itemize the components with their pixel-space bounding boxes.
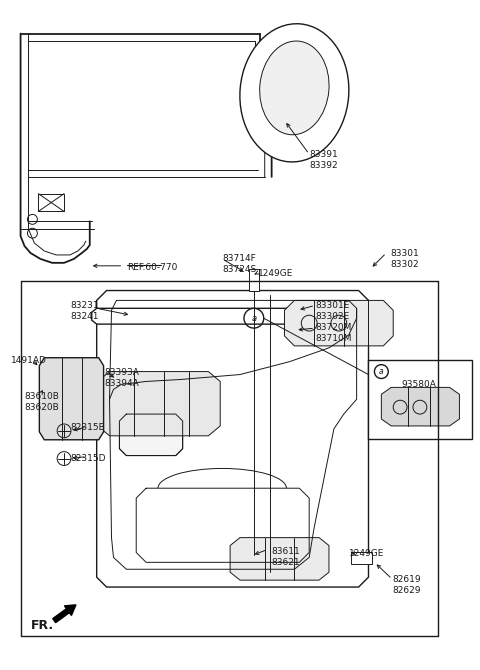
Text: 1491AD: 1491AD <box>11 356 47 364</box>
Polygon shape <box>285 300 393 346</box>
Polygon shape <box>38 194 64 212</box>
Polygon shape <box>230 537 329 580</box>
Text: 82315D: 82315D <box>70 454 106 462</box>
Ellipse shape <box>240 23 349 162</box>
Text: 93580A: 93580A <box>401 381 436 389</box>
Polygon shape <box>249 269 259 291</box>
Text: 83610B
83620B: 83610B 83620B <box>24 393 60 413</box>
Text: 83301E
83302E: 83301E 83302E <box>315 302 349 322</box>
Polygon shape <box>381 387 459 426</box>
Text: 83301
83302: 83301 83302 <box>390 249 419 269</box>
Polygon shape <box>39 358 104 440</box>
Polygon shape <box>120 414 183 456</box>
Text: 83231
83241: 83231 83241 <box>70 302 98 322</box>
Polygon shape <box>92 308 373 324</box>
Text: 83611
83621: 83611 83621 <box>272 547 300 567</box>
Ellipse shape <box>260 41 329 135</box>
Text: 1249GE: 1249GE <box>349 549 384 559</box>
Text: FR.: FR. <box>30 618 54 632</box>
Polygon shape <box>97 372 220 436</box>
Polygon shape <box>369 360 472 439</box>
Text: a: a <box>379 367 384 376</box>
Text: 1249GE: 1249GE <box>258 269 293 278</box>
Text: a: a <box>251 314 256 323</box>
Text: 82619
82629: 82619 82629 <box>392 575 421 595</box>
Text: 83720M
83710M: 83720M 83710M <box>315 323 352 343</box>
Text: REF.60-770: REF.60-770 <box>127 263 178 272</box>
Polygon shape <box>351 553 372 564</box>
Polygon shape <box>96 291 369 587</box>
Text: 82315B: 82315B <box>70 423 105 432</box>
FancyArrow shape <box>53 605 76 622</box>
Text: 83391
83392: 83391 83392 <box>309 150 338 170</box>
Text: 83393A
83394A: 83393A 83394A <box>105 368 140 388</box>
Text: 83714F
83724S: 83714F 83724S <box>222 254 256 274</box>
